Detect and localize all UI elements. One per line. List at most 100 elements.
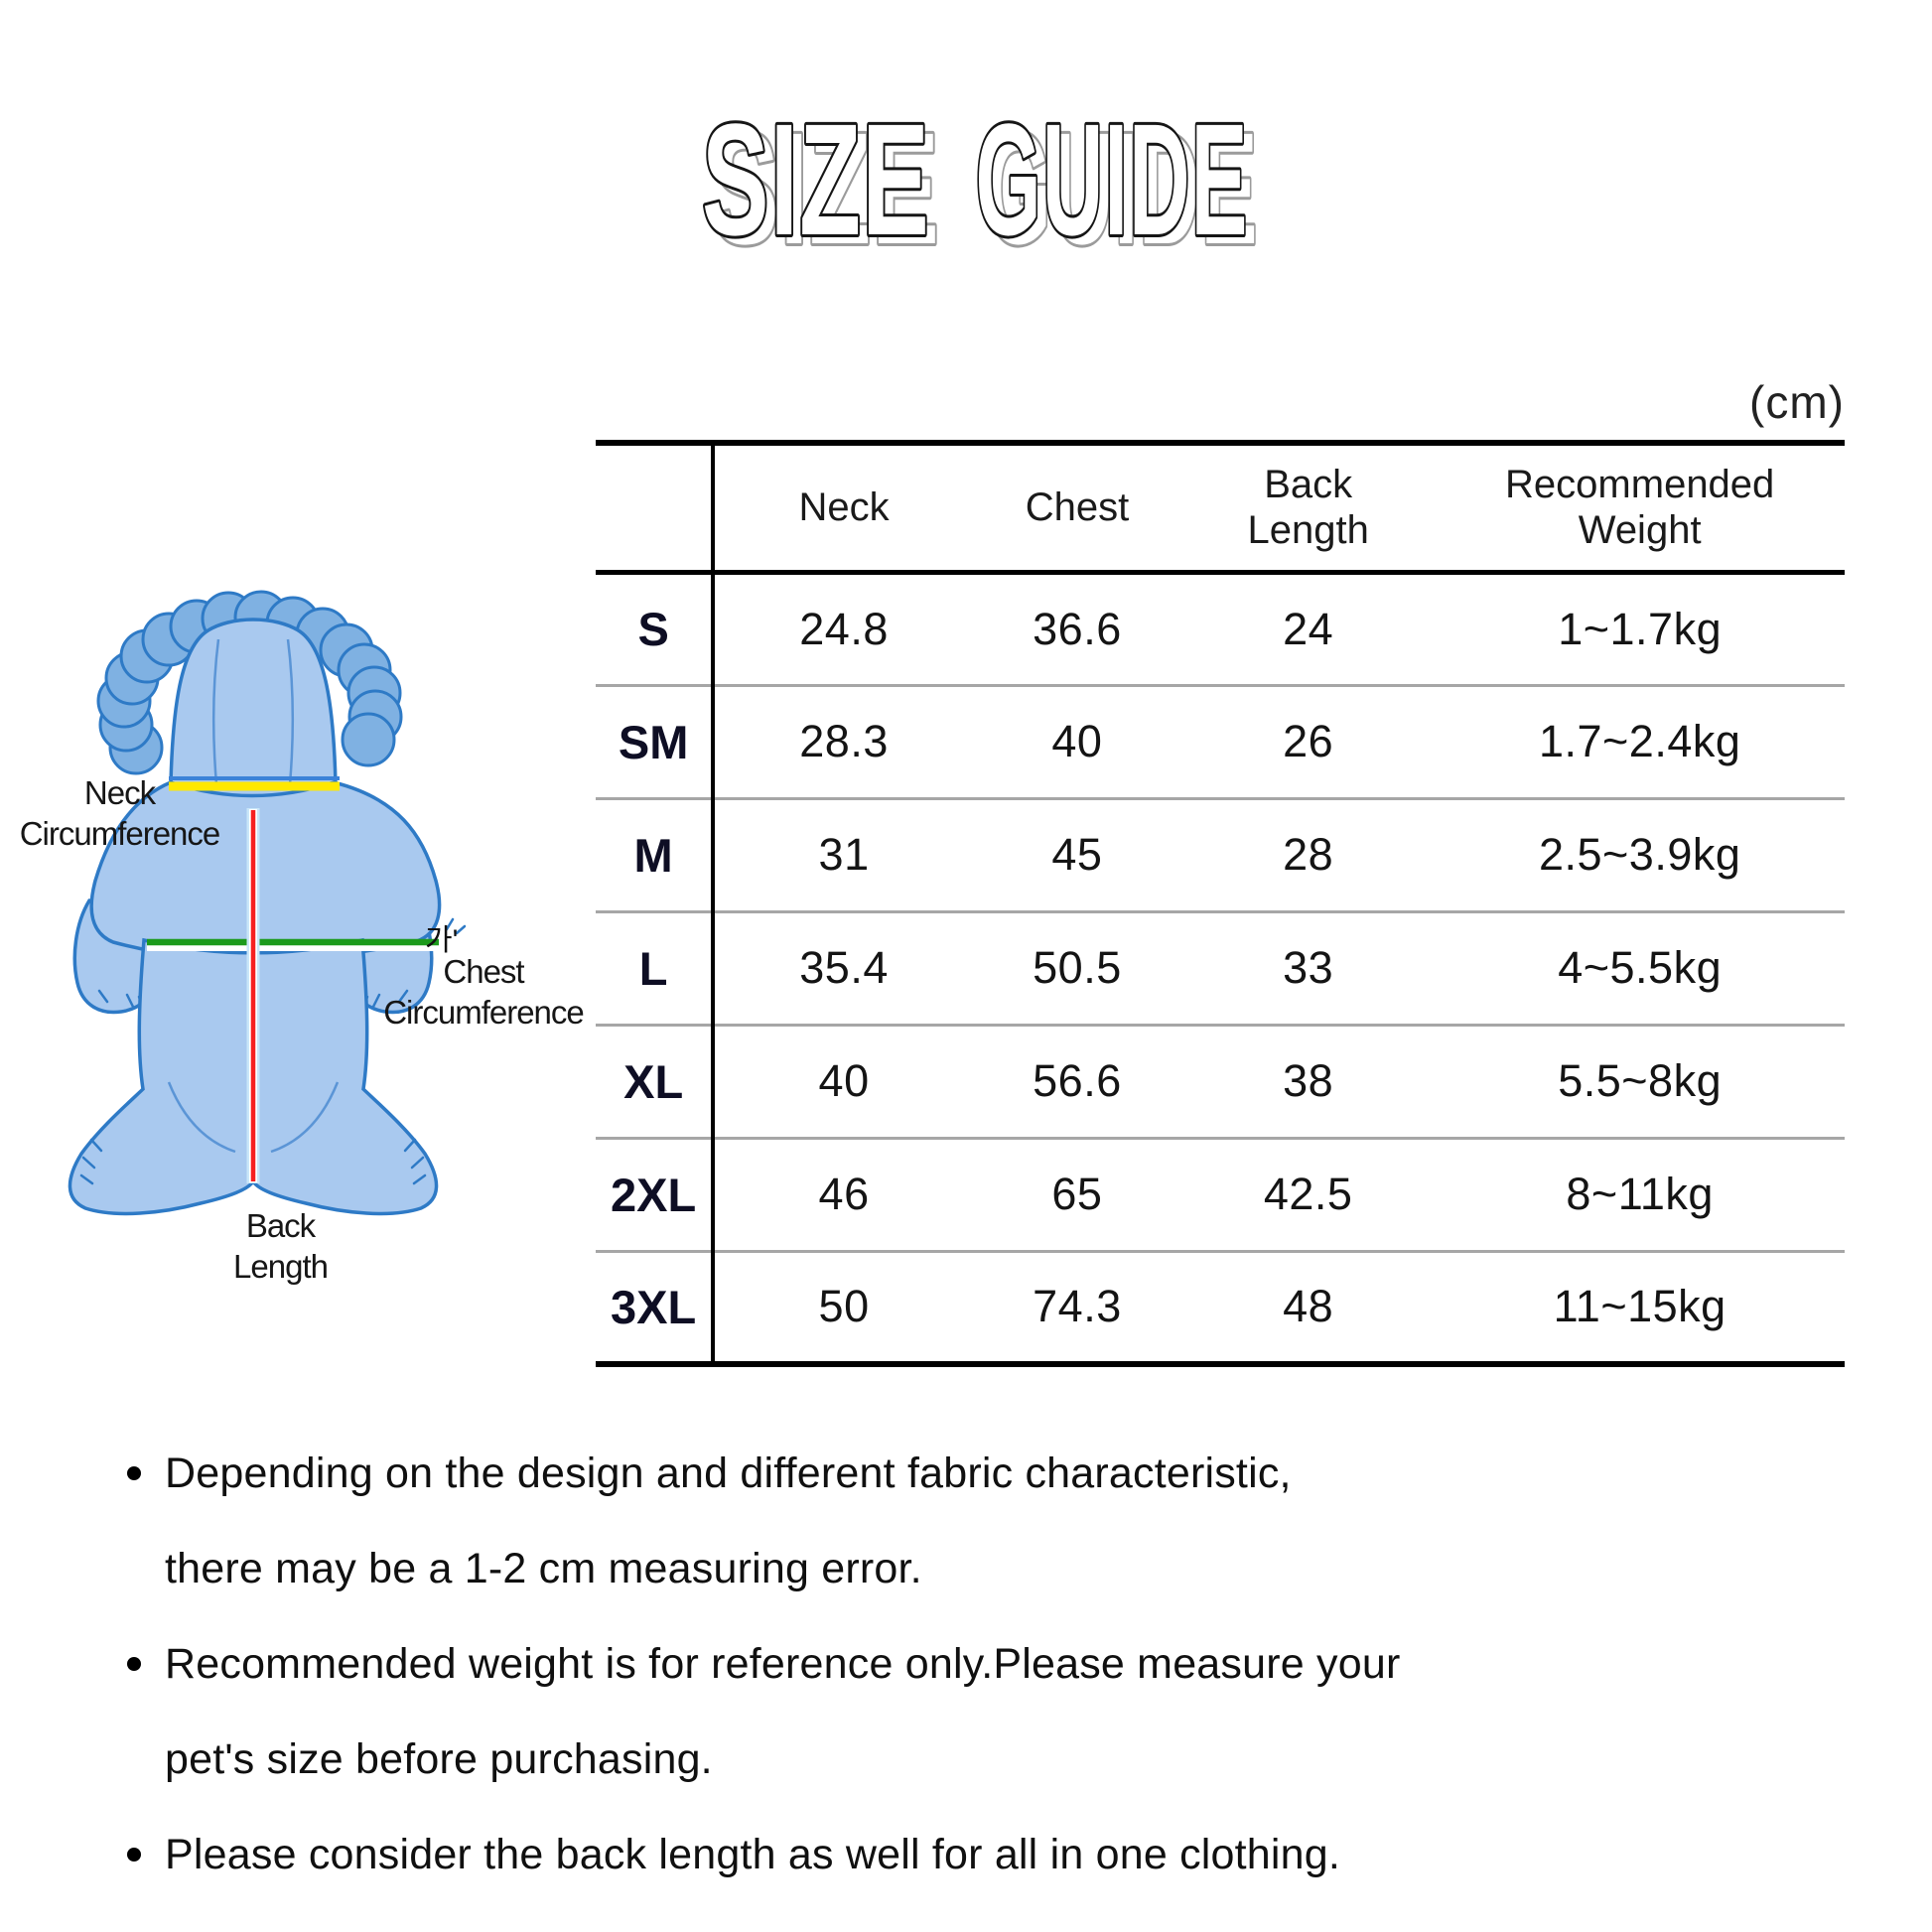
size-label-cell: SM xyxy=(596,683,716,798)
note-text-line1: Please consider the back length as well … xyxy=(165,1830,1341,1878)
sparkle-ticks xyxy=(445,917,467,935)
note-item: Please consider the back length as well … xyxy=(127,1807,1874,1902)
title-word-guide: GUIDE xyxy=(976,90,1249,268)
table-row: XL 40 56.6 38 5.5~8kg xyxy=(596,1023,1845,1138)
header-neck-label: Neck xyxy=(798,485,890,530)
bullet-dot xyxy=(127,1848,141,1862)
size-label-cell: XL xyxy=(596,1023,716,1138)
size-label-cell: M xyxy=(596,796,716,911)
header-back-line2: Length xyxy=(1247,508,1369,553)
bullet-dot xyxy=(127,1466,141,1480)
pet-garment-illustration xyxy=(68,590,467,1216)
hood-seam-left xyxy=(211,638,220,785)
header-chest: Chest xyxy=(972,443,1181,575)
note-line-continuation: there may be a 1-2 cm measuring error. xyxy=(127,1521,1874,1616)
title-word-size-shadow: SIZE xyxy=(712,99,940,277)
foot-claw-marks xyxy=(79,1138,427,1185)
note-text-line2: pet's size before purchasing. xyxy=(165,1734,713,1783)
table-row: L 35.4 50.5 33 4~5.5kg xyxy=(596,909,1845,1025)
neck-value-cell: 28.3 xyxy=(713,683,973,798)
title-text: SIZE GUIDE xyxy=(699,87,1250,271)
header-neck: Neck xyxy=(713,443,973,575)
note-text-line1: Depending on the design and different fa… xyxy=(165,1449,1292,1497)
neck-value-cell: 35.4 xyxy=(713,909,973,1025)
hood-seam-right xyxy=(286,638,295,785)
neck-label-line2: Circumference xyxy=(19,815,221,852)
hip-seam-left xyxy=(167,1081,236,1154)
header-weight-line1: Recommended xyxy=(1505,463,1775,507)
note-item: Recommended weight is for reference only… xyxy=(127,1616,1874,1807)
back-length-value-cell: 28 xyxy=(1180,796,1436,911)
unit-label-cm: (cm) xyxy=(1749,376,1845,428)
weight-value-cell: 8~11kg xyxy=(1435,1136,1845,1251)
back-label-line1: Back xyxy=(245,1207,316,1244)
table-row: M 31 45 28 2.5~3.9kg xyxy=(596,796,1845,911)
chest-measure-line xyxy=(147,938,439,951)
header-back-line1: Back xyxy=(1264,463,1353,507)
title-word-size: SIZE xyxy=(702,90,930,268)
back-length-value-cell: 48 xyxy=(1180,1249,1436,1364)
header-weight-line2: Weight xyxy=(1578,508,1702,553)
header-recommended-weight: Recommended Weight xyxy=(1435,443,1845,575)
neck-label-line1: Neck xyxy=(83,774,156,811)
back-length-value-cell: 38 xyxy=(1180,1023,1436,1138)
note-text-line2: there may be a 1-2 cm measuring error. xyxy=(165,1544,922,1592)
size-table: Neck Chest Back Length Recommended Weigh… xyxy=(596,440,1845,1367)
neck-value-cell: 46 xyxy=(713,1136,973,1251)
back-length-value-cell: 33 xyxy=(1180,909,1436,1025)
header-back-length: Back Length xyxy=(1180,443,1436,575)
korean-chest-glyph: 가' xyxy=(425,924,459,957)
chest-circumference-label: Chest Circumference xyxy=(320,951,647,1033)
size-table-container: Neck Chest Back Length Recommended Weigh… xyxy=(596,440,1845,1367)
notes-section: Depending on the design and different fa… xyxy=(127,1426,1874,1902)
size-label-cell: 2XL xyxy=(596,1136,716,1251)
note-item: Depending on the design and different fa… xyxy=(127,1426,1874,1616)
size-label-cell: S xyxy=(596,572,716,685)
weight-value-cell: 1~1.7kg xyxy=(1558,603,1723,654)
chest-value-cell: 45 xyxy=(972,796,1181,911)
note-text-line1: Recommended weight is for reference only… xyxy=(165,1639,1401,1688)
back-length-label: Back Length xyxy=(164,1205,397,1287)
chest-label-line1: Chest xyxy=(443,953,524,990)
chest-value-cell: 40 xyxy=(972,683,1181,798)
back-length-value-cell: 42.5 xyxy=(1180,1136,1436,1251)
size-label-cell: 3XL xyxy=(596,1249,716,1364)
table-header-row: Neck Chest Back Length Recommended Weigh… xyxy=(596,443,1845,575)
chest-label-line2: Circumference xyxy=(383,994,585,1031)
table-row: SM 28.3 40 26 1.7~2.4kg xyxy=(596,683,1845,798)
neck-value-cell: 24.8 xyxy=(799,603,889,654)
header-chest-label: Chest xyxy=(1025,485,1130,530)
weight-value-cell: 2.5~3.9kg xyxy=(1435,796,1845,911)
neck-measure-line xyxy=(169,776,340,791)
weight-value-cell: 5.5~8kg xyxy=(1435,1023,1845,1138)
weight-value-cell: 4~5.5kg xyxy=(1435,909,1845,1025)
neck-circumference-label: Neck Circumference xyxy=(8,772,231,854)
chest-value-cell: 50.5 xyxy=(972,909,1181,1025)
page-title: SIZE GUIDE SIZE GUIDE xyxy=(699,87,1260,280)
neck-value-cell: 50 xyxy=(713,1249,973,1364)
note-line-first: Depending on the design and different fa… xyxy=(127,1426,1874,1521)
neck-value-cell: 40 xyxy=(713,1023,973,1138)
hip-seam-right xyxy=(270,1081,340,1154)
title-word-guide-shadow: GUIDE xyxy=(986,99,1259,277)
back-length-value-cell: 26 xyxy=(1180,683,1436,798)
chest-value-cell: 74.3 xyxy=(972,1249,1181,1364)
chest-value-cell: 36.6 xyxy=(1033,603,1122,654)
title-shadow: SIZE GUIDE xyxy=(709,96,1260,280)
chest-value-cell: 56.6 xyxy=(972,1023,1181,1138)
chest-value-cell: 65 xyxy=(972,1136,1181,1251)
weight-value-cell: 1.7~2.4kg xyxy=(1435,683,1845,798)
note-line-first: Please consider the back length as well … xyxy=(127,1807,1874,1902)
size-label-cell: L xyxy=(596,909,716,1025)
header-size-blank xyxy=(596,443,716,575)
note-line-continuation: pet's size before purchasing. xyxy=(127,1712,1874,1807)
weight-value-cell: 11~15kg xyxy=(1435,1249,1845,1364)
table-row: 2XL 46 65 42.5 8~11kg xyxy=(596,1136,1845,1251)
note-line-first: Recommended weight is for reference only… xyxy=(127,1616,1874,1712)
neck-value-cell: 31 xyxy=(713,796,973,911)
bullet-dot xyxy=(127,1657,141,1671)
table-row: 3XL 50 74.3 48 11~15kg xyxy=(596,1249,1845,1364)
table-row: S 24.8 36.6 24 1~1.7kg xyxy=(596,572,1845,685)
back-label-line2: Length xyxy=(233,1248,329,1285)
